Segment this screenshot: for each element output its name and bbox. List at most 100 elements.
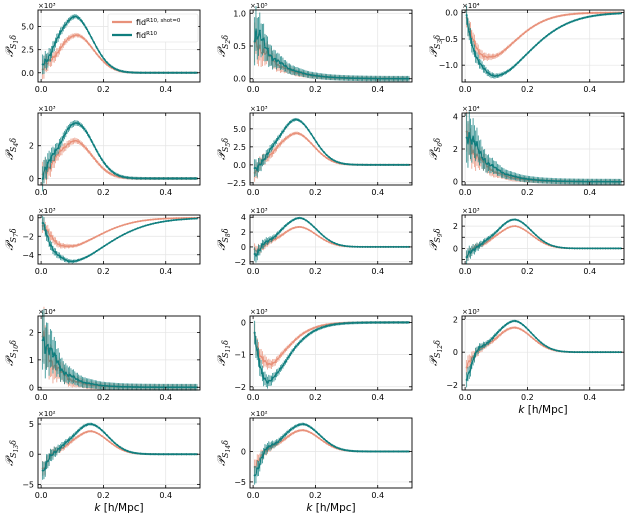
data-point (46, 161, 49, 164)
data-point (353, 77, 356, 80)
data-point (82, 381, 85, 384)
data-point (152, 222, 155, 225)
data-point (366, 245, 369, 248)
data-point (195, 386, 198, 389)
data-point (496, 74, 499, 77)
data-point (274, 141, 277, 144)
data-point (51, 45, 54, 48)
data-point (72, 35, 75, 38)
data-point (558, 15, 561, 18)
data-point (607, 180, 610, 183)
data-point (545, 179, 548, 182)
data-point (346, 322, 349, 325)
x-tick-label: 0.2 (309, 85, 322, 94)
data-point (604, 11, 607, 14)
data-point (134, 386, 137, 389)
data-point (402, 321, 405, 324)
data-point (493, 337, 496, 340)
data-point (54, 155, 57, 158)
data-point (607, 351, 610, 354)
data-point (491, 337, 494, 340)
data-point (553, 29, 556, 32)
data-point (392, 245, 395, 248)
data-point (98, 55, 101, 58)
data-point (325, 153, 328, 156)
data-point (90, 36, 93, 39)
data-point (281, 140, 284, 143)
data-point (465, 378, 468, 381)
data-point (46, 343, 49, 346)
data-point (379, 245, 382, 248)
data-point (560, 246, 563, 249)
data-point (596, 247, 599, 250)
data-point (486, 56, 489, 59)
x-tick-label: 0.0 (247, 188, 260, 197)
data-point (103, 384, 106, 387)
data-point (123, 176, 126, 179)
data-point (46, 59, 49, 62)
data-point (131, 385, 134, 388)
data-point (491, 340, 494, 343)
data-point (389, 245, 392, 248)
data-point (297, 226, 300, 229)
data-point (341, 162, 344, 165)
y-axis-label: 𝒫S4δ (3, 138, 20, 160)
data-point (481, 345, 484, 348)
y-tick-label: 0 (29, 383, 34, 392)
data-point (400, 77, 403, 80)
data-point (377, 321, 380, 324)
data-point (499, 227, 502, 230)
y-exponent: ×10³ (462, 207, 480, 215)
data-point (596, 180, 599, 183)
data-point (185, 177, 188, 180)
data-point (583, 12, 586, 15)
axes-frame (37, 112, 201, 186)
y-tick-label: 2 (29, 328, 34, 337)
data-point (54, 239, 57, 242)
data-point (614, 12, 617, 15)
data-point (87, 254, 90, 257)
data-point (113, 238, 116, 241)
data-point (108, 385, 111, 388)
data-point (353, 163, 356, 166)
data-point (253, 331, 256, 334)
data-point (558, 180, 561, 183)
data-point (123, 70, 126, 73)
x-tick-label: 0.4 (159, 188, 172, 197)
data-point (315, 228, 318, 231)
data-point (121, 175, 124, 178)
data-point (517, 61, 520, 64)
data-point (305, 219, 308, 222)
data-point (612, 180, 615, 183)
data-point (364, 77, 367, 80)
data-point (509, 320, 512, 323)
data-point (524, 224, 527, 227)
data-point (529, 48, 532, 51)
data-point (266, 381, 269, 384)
data-point (54, 149, 57, 152)
data-point (144, 219, 147, 222)
data-point (111, 65, 114, 68)
data-point (583, 247, 586, 250)
data-point (535, 44, 538, 47)
data-point (64, 132, 67, 135)
data-point (478, 151, 481, 154)
axes-frame (37, 315, 201, 391)
data-point (473, 39, 476, 42)
data-point (276, 137, 279, 140)
data-point (563, 246, 566, 249)
data-point (553, 245, 556, 248)
data-point (405, 321, 408, 324)
data-point (177, 386, 180, 389)
data-point (529, 178, 532, 181)
data-point (581, 247, 584, 250)
data-point (540, 238, 543, 241)
data-point (183, 218, 186, 221)
legend: fidR10, shot=0 fidR10 (107, 13, 199, 43)
data-point (297, 217, 300, 220)
data-point (299, 334, 302, 337)
data-point (511, 218, 514, 221)
data-point (87, 135, 90, 138)
data-point (601, 13, 604, 16)
